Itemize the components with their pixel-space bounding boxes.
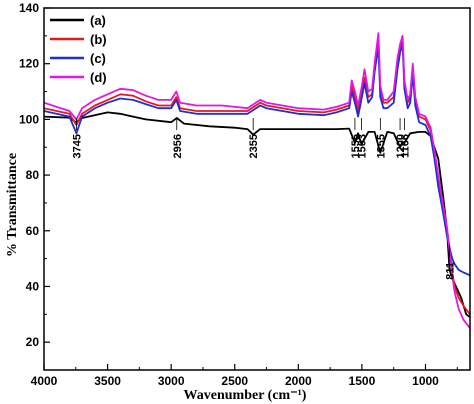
peak-label-1503: 1503 xyxy=(357,134,369,158)
axis-layer: 4000 3500 3000 2500 2000 1500 1000 20 40 60 80 100 1… xyxy=(19,1,471,388)
series-line-a xyxy=(44,111,470,318)
x-tick-label-3500: 3500 xyxy=(94,374,121,388)
y-tick-label-80: 80 xyxy=(26,168,40,182)
peak-label-1200: 1200 xyxy=(395,134,407,158)
peak-label-2355: 2355 xyxy=(248,134,260,158)
peak-label-1166: 1166 xyxy=(399,134,411,158)
y-tick-label-140: 140 xyxy=(19,1,39,15)
x-tick-label-3000: 3000 xyxy=(158,374,185,388)
x-tick-label-2000: 2000 xyxy=(285,374,312,388)
peak-label-1555: 1555 xyxy=(350,134,362,158)
y-tick-label-120: 120 xyxy=(19,57,39,71)
peak-label-2956: 2956 xyxy=(172,134,184,158)
series-layer xyxy=(44,32,470,329)
y-tick-label-60: 60 xyxy=(26,224,40,238)
x-tick-label-1000: 1000 xyxy=(412,374,439,388)
x-axis-title: Wavenumber (cm⁻¹) xyxy=(184,388,307,403)
legend-label-a: (a) xyxy=(90,13,106,28)
legend-label-c: (c) xyxy=(90,51,106,66)
legend-label-b: (b) xyxy=(90,32,107,47)
series-line-d xyxy=(44,32,470,329)
y-tick-label-20: 20 xyxy=(26,335,40,349)
y-tick-label-100: 100 xyxy=(19,112,39,126)
y-axis-title: % Transmittance xyxy=(5,153,20,257)
plot-frame xyxy=(43,7,471,371)
y-tick-label-40: 40 xyxy=(26,279,40,293)
legend: (a) (b) (c) (d) xyxy=(50,13,107,85)
series-line-c xyxy=(44,43,470,277)
x-tick-label-2500: 2500 xyxy=(221,374,248,388)
peak-label-1355: 1355 xyxy=(375,134,387,158)
x-tick-label-1500: 1500 xyxy=(349,374,376,388)
peak-label-811: 811 xyxy=(445,262,457,280)
x-tick-label-4000: 4000 xyxy=(31,374,58,388)
legend-label-d: (d) xyxy=(90,70,107,85)
peak-label-3745: 3745 xyxy=(71,134,83,158)
series-line-b xyxy=(44,40,470,315)
